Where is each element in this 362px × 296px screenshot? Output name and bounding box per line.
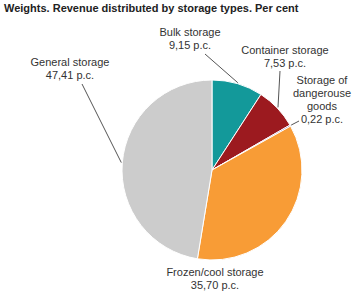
svg-text:Container storage7,53 p.c.: Container storage7,53 p.c. — [241, 44, 328, 69]
svg-text:Bulk storage9,15 p.c.: Bulk storage9,15 p.c. — [159, 26, 220, 51]
svg-text:General storage47,41 p.c.: General storage47,41 p.c. — [31, 56, 110, 81]
html-text:Weights. Revenue distributed b: Weights. Revenue distributed by storage … — [4, 2, 299, 14]
svg-text:Storage ofdangerousegoods0,22: Storage ofdangerousegoods0,22 p.c. — [293, 74, 351, 125]
svg-text:Frozen/cool storage35,70 p.c.: Frozen/cool storage35,70 p.c. — [166, 266, 263, 291]
